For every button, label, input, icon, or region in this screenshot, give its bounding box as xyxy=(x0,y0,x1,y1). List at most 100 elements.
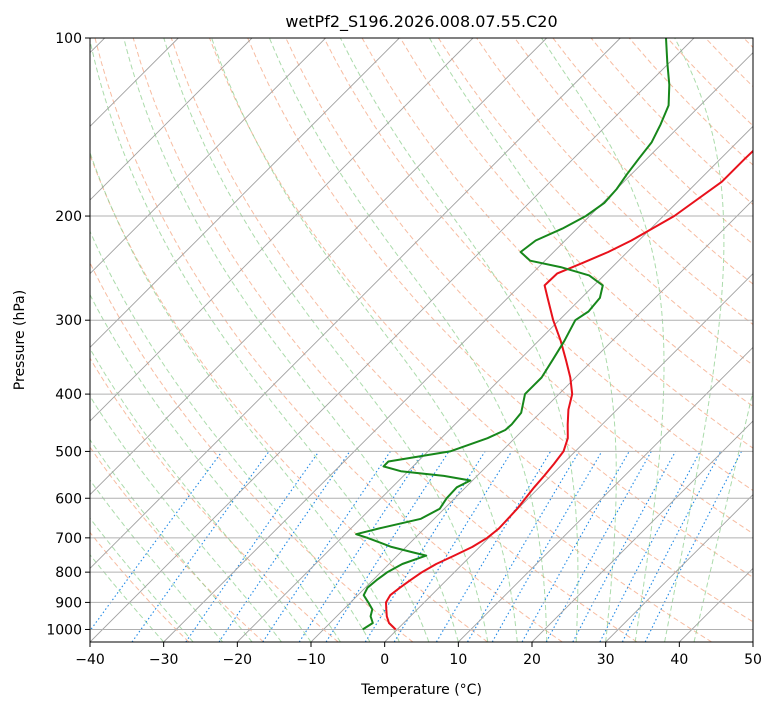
moist-adiabat-line xyxy=(90,293,341,642)
dewpoint-line xyxy=(355,38,671,631)
mixing-ratio-line xyxy=(262,451,391,642)
mixing-ratio-line xyxy=(599,451,701,642)
y-tick-label: 700 xyxy=(55,531,82,547)
y-tick-label: 900 xyxy=(55,595,82,611)
dry-adiabat-line xyxy=(399,38,753,408)
dry-adiabat-line xyxy=(94,38,563,642)
mixing-ratio-line xyxy=(545,451,652,642)
dry-adiabat-line xyxy=(285,38,753,535)
moist-adiabat-line xyxy=(664,38,725,642)
dry-adiabat-line xyxy=(132,38,638,642)
isotherm-line xyxy=(90,38,400,348)
moist-adiabat-line xyxy=(428,38,617,642)
isotherm-line xyxy=(163,52,753,642)
x-tick-label: −10 xyxy=(296,652,326,668)
dry-adiabat-line xyxy=(247,38,753,578)
moist-adiabat-line xyxy=(123,38,459,642)
moist-adiabat-line xyxy=(163,38,489,642)
background-lines xyxy=(90,38,753,642)
dry-adiabat-line xyxy=(90,357,339,642)
dry-adiabat-line xyxy=(90,153,488,642)
isotherm-line xyxy=(90,38,695,642)
dry-adiabat-line xyxy=(170,38,712,642)
mixing-ratio-line xyxy=(218,451,351,642)
isotherm-line xyxy=(679,567,753,642)
moist-adiabat-line xyxy=(90,230,371,642)
y-axis-ticks: 1000 900 800 700 600 500 400 300 200 100 xyxy=(46,31,90,638)
mixing-ratio-line xyxy=(90,451,223,632)
isotherm-line xyxy=(237,125,753,642)
mixing-ratio-line xyxy=(435,451,552,642)
dry-adiabat-line xyxy=(743,38,753,49)
moist-adiabat-line xyxy=(90,517,194,642)
dry-adiabat-line xyxy=(514,38,753,285)
x-tick-label: 0 xyxy=(380,652,389,668)
temperature-line xyxy=(385,149,753,631)
moist-adiabat-line xyxy=(90,347,312,642)
moist-adiabat-line xyxy=(90,151,400,642)
dry-adiabat-line xyxy=(552,38,753,245)
x-axis-label: Temperature (°C) xyxy=(360,682,482,698)
moist-adiabat-line xyxy=(541,38,665,642)
mixing-ratio-line xyxy=(325,451,450,642)
moist-adiabat-line xyxy=(90,38,430,642)
mixing-ratio-line xyxy=(298,451,425,642)
x-tick-label: 50 xyxy=(744,652,762,668)
mixing-ratio-line xyxy=(521,451,630,642)
y-tick-label: 800 xyxy=(55,565,82,581)
dry-adiabat-line xyxy=(437,38,753,366)
isotherm-line xyxy=(384,273,753,642)
mixing-ratio-line xyxy=(644,451,742,642)
isotherm-line xyxy=(531,420,753,642)
y-tick-label: 300 xyxy=(55,313,82,329)
mixing-ratio-line xyxy=(185,451,320,642)
moist-adiabat-line xyxy=(90,438,253,642)
dry-adiabat-line xyxy=(90,261,414,642)
moist-adiabat-line xyxy=(339,38,579,642)
isotherm-line xyxy=(458,346,753,642)
y-tick-label: 400 xyxy=(55,387,82,403)
mixing-ratio-line xyxy=(467,451,580,642)
dry-adiabat-line xyxy=(667,38,753,127)
x-tick-label: 30 xyxy=(597,652,615,668)
isotherm-line xyxy=(90,38,474,422)
dry-adiabat-line xyxy=(90,531,190,642)
isotherm-line xyxy=(752,641,753,642)
isotherm-line xyxy=(310,199,753,642)
pressure-gridlines xyxy=(90,37,753,630)
dry-adiabat-line xyxy=(590,38,753,206)
x-tick-label: 20 xyxy=(523,652,541,668)
y-tick-label: 1000 xyxy=(46,622,82,638)
x-tick-label: 10 xyxy=(449,652,467,668)
x-tick-label: −30 xyxy=(149,652,179,668)
isotherm-line xyxy=(90,38,547,496)
mixing-ratio-line xyxy=(621,451,722,642)
mixing-ratio-line xyxy=(572,451,676,642)
moist-adiabat-line xyxy=(211,38,518,642)
y-tick-label: 100 xyxy=(55,31,82,47)
isotherm-line xyxy=(90,38,253,201)
x-tick-label: −40 xyxy=(75,652,105,668)
y-axis-label: Pressure (hPa) xyxy=(12,290,28,390)
dry-adiabat-line xyxy=(705,38,753,88)
dry-adiabat-line xyxy=(476,38,753,326)
x-tick-label: −20 xyxy=(223,652,253,668)
dry-adiabat-line xyxy=(323,38,753,492)
y-tick-label: 500 xyxy=(55,444,82,460)
x-axis-ticks: −40 −30 −20 −10 0 10 20 30 40 50 xyxy=(75,642,762,668)
dry-adiabat-line xyxy=(209,38,753,623)
y-tick-label: 600 xyxy=(55,491,82,507)
mixing-ratio-line xyxy=(393,451,513,642)
profile-lines xyxy=(355,38,753,631)
dry-adiabat-line xyxy=(90,446,264,642)
isotherm-line xyxy=(90,38,621,569)
y-tick-label: 200 xyxy=(55,209,82,225)
moist-adiabat-line xyxy=(693,389,753,642)
chart-title: wetPf2_S196.2026.008.07.55.C20 xyxy=(285,12,557,32)
isotherm-line xyxy=(90,38,326,275)
moist-adiabat-line xyxy=(90,479,223,642)
plot-frame xyxy=(89,37,754,643)
moist-adiabat-line xyxy=(90,395,282,642)
isotherm-line xyxy=(605,494,753,642)
x-tick-label: 40 xyxy=(670,652,688,668)
